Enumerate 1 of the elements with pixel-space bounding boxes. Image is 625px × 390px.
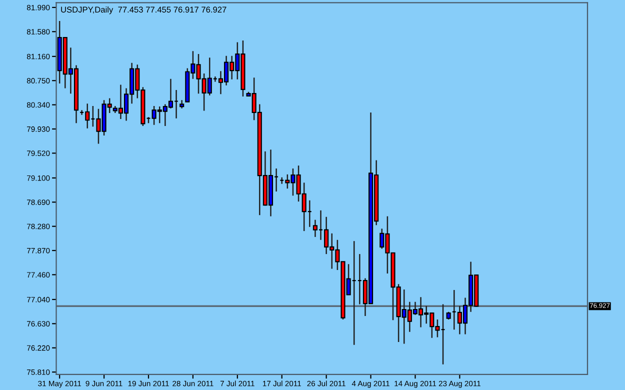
chart-title: USDJPY,Daily 77.453 77.455 76.917 76.927 (61, 6, 226, 14)
